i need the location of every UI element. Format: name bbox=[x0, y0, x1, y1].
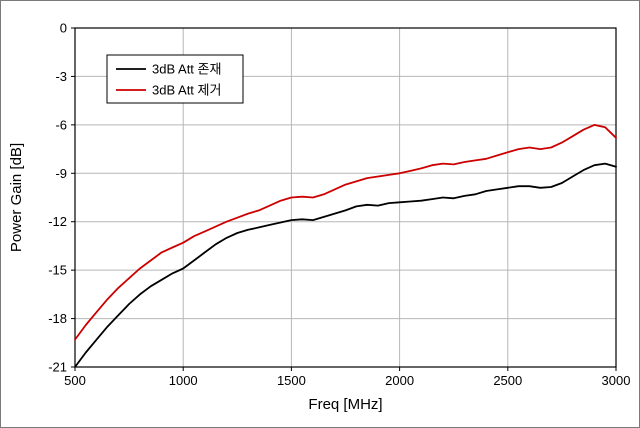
x-tick-label: 3000 bbox=[602, 373, 631, 388]
y-axis-title: Power Gain [dB] bbox=[8, 143, 25, 252]
x-tick-label: 2500 bbox=[493, 373, 522, 388]
y-tick-label: 0 bbox=[60, 21, 67, 36]
x-tick-label: 1500 bbox=[277, 373, 306, 388]
series-line-0 bbox=[74, 162, 617, 368]
y-tick-label: -18 bbox=[48, 311, 67, 326]
legend-label-1: 3dB Att 제거 bbox=[152, 83, 221, 98]
x-tick-label: 1000 bbox=[169, 373, 198, 388]
legend-box bbox=[106, 54, 244, 104]
y-tick-label: -12 bbox=[48, 214, 67, 229]
y-tick-label: -9 bbox=[55, 166, 67, 181]
plot-border bbox=[74, 27, 617, 368]
y-tick-label: -21 bbox=[48, 360, 67, 375]
y-tick-label: -6 bbox=[55, 117, 67, 132]
x-tick-label: 500 bbox=[64, 373, 86, 388]
series-line-1 bbox=[74, 124, 617, 341]
y-tick-label: -15 bbox=[48, 263, 67, 278]
legend: 3dB Att 존재 3dB Att 제거 bbox=[106, 54, 244, 104]
x-tick-label: 2000 bbox=[385, 373, 414, 388]
x-axis-title: Freq [MHz] bbox=[308, 396, 382, 413]
legend-label-0: 3dB Att 존재 bbox=[152, 62, 221, 77]
y-tick-label: -3 bbox=[55, 69, 67, 84]
